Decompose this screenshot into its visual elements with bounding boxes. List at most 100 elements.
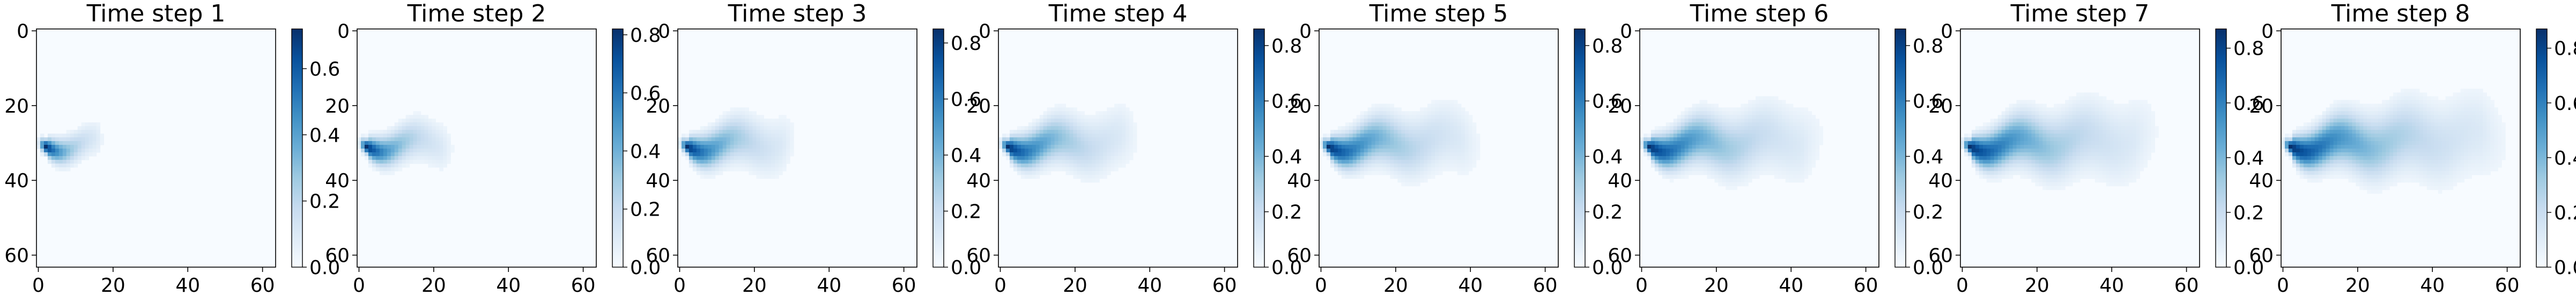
heatmap-cell (707, 122, 712, 127)
heatmap-cell (2083, 115, 2088, 119)
heatmap-cell (1461, 137, 1465, 142)
heatmap-cell (2117, 119, 2122, 123)
heatmap-cell (2468, 89, 2473, 93)
heatmap-cell (443, 126, 447, 130)
heatmap-cell (1472, 130, 1477, 134)
heatmap-cell (2132, 126, 2137, 130)
colorbar-tick-label: 0.4 (630, 141, 661, 163)
heatmap-cell (2065, 119, 2069, 123)
heatmap-cell (1092, 159, 1096, 164)
heatmap-cell (413, 134, 418, 138)
heatmap-cell (2128, 137, 2133, 142)
heatmap-cell (745, 137, 750, 142)
heatmap-cell (2117, 141, 2122, 145)
heatmap-cell (1356, 119, 1361, 123)
heatmap-cell (749, 111, 753, 115)
heatmap-cell (1349, 167, 1353, 172)
heatmap-cell (2054, 130, 2058, 134)
heatmap-cell (2453, 107, 2457, 112)
heatmap-cell (1322, 145, 1327, 149)
heatmap-cell (2106, 130, 2111, 134)
heatmap-cell (1439, 171, 1443, 175)
heatmap-cell (2453, 111, 2457, 115)
heatmap-cell (1789, 107, 1794, 112)
heatmap-cell (2143, 134, 2148, 138)
heatmap-cell (689, 149, 693, 153)
heatmap-cell (2445, 141, 2450, 145)
heatmap-cell (368, 149, 373, 153)
heatmap-cell (1420, 130, 1424, 134)
heatmap-cell (417, 145, 421, 149)
heatmap-cell (1118, 134, 1122, 138)
heatmap-cell (2426, 137, 2431, 142)
heatmap-cell (2076, 174, 2081, 179)
heatmap-cell (1020, 126, 1025, 130)
heatmap-cell (2035, 174, 2039, 179)
heatmap-cell (2464, 126, 2469, 130)
heatmap-cell (2475, 107, 2479, 112)
heatmap-cell (1722, 145, 1726, 149)
heatmap-cell (2031, 137, 2035, 142)
heatmap-cell (1647, 149, 1652, 153)
heatmap-cell (2382, 145, 2386, 149)
heatmap-cell (1741, 149, 1745, 153)
heatmap-cell (1427, 130, 1432, 134)
heatmap-cell (1714, 163, 1719, 168)
heatmap-cell (2069, 182, 2073, 187)
heatmap-cell (2050, 111, 2054, 115)
heatmap-cell (383, 156, 388, 160)
heatmap-cell (1677, 167, 1682, 172)
heatmap-cell (1420, 119, 1424, 123)
heatmap-cell (1815, 134, 1820, 138)
heatmap-cell (1401, 145, 1405, 149)
heatmap-cell (1017, 141, 1021, 145)
heatmap-cell (2016, 119, 2021, 123)
heatmap-cell (85, 126, 90, 130)
heatmap-cell (734, 130, 738, 134)
y-tick-label: 0 (1620, 20, 1632, 42)
heatmap-cell (2404, 119, 2409, 123)
heatmap-cell (771, 141, 775, 145)
heatmap-cell (1084, 141, 1089, 145)
heatmap-cell (1050, 111, 1055, 115)
heatmap-cell (737, 149, 742, 153)
heatmap-cell (85, 156, 90, 160)
heatmap-cell (1050, 107, 1055, 112)
heatmap-cell (1796, 126, 1801, 130)
heatmap-cell (92, 137, 97, 142)
heatmap-cell (1020, 141, 1025, 145)
heatmap-cell (1468, 141, 1473, 145)
heatmap-cell (1047, 163, 1052, 168)
heatmap-cell (1088, 156, 1092, 160)
heatmap-cell (1352, 171, 1357, 175)
heatmap-cell (1688, 163, 1693, 168)
heatmap-cell (2009, 163, 2014, 168)
heatmap-cell (756, 137, 760, 142)
heatmap-cell (2106, 149, 2111, 153)
heatmap-cell (1464, 141, 1469, 145)
heatmap-cell (734, 107, 738, 112)
heatmap-cell (737, 130, 742, 134)
heatmap-cell (1409, 126, 1413, 130)
heatmap-cell (2288, 145, 2293, 149)
heatmap-cell (752, 171, 757, 175)
heatmap-cell (66, 130, 71, 134)
heatmap-cell (782, 167, 787, 172)
heatmap-cell (2468, 130, 2473, 134)
heatmap-cell (357, 141, 361, 145)
heatmap-cell (1382, 159, 1387, 164)
heatmap-cell (2005, 163, 2010, 168)
heatmap-cell (2498, 126, 2502, 130)
heatmap-cell (1457, 104, 1462, 108)
heatmap-cell (2098, 156, 2103, 160)
heatmap-cell (2475, 92, 2479, 97)
heatmap-cell (1654, 149, 1659, 153)
heatmap-cell (2121, 134, 2126, 138)
heatmap-cell (1028, 156, 1033, 160)
heatmap-cell (417, 119, 421, 123)
heatmap-cell (2098, 100, 2103, 104)
heatmap-cell (1077, 119, 1081, 123)
heatmap-cell (417, 141, 421, 145)
heatmap-cell (2136, 149, 2141, 153)
heatmap-cell (1005, 156, 1010, 160)
